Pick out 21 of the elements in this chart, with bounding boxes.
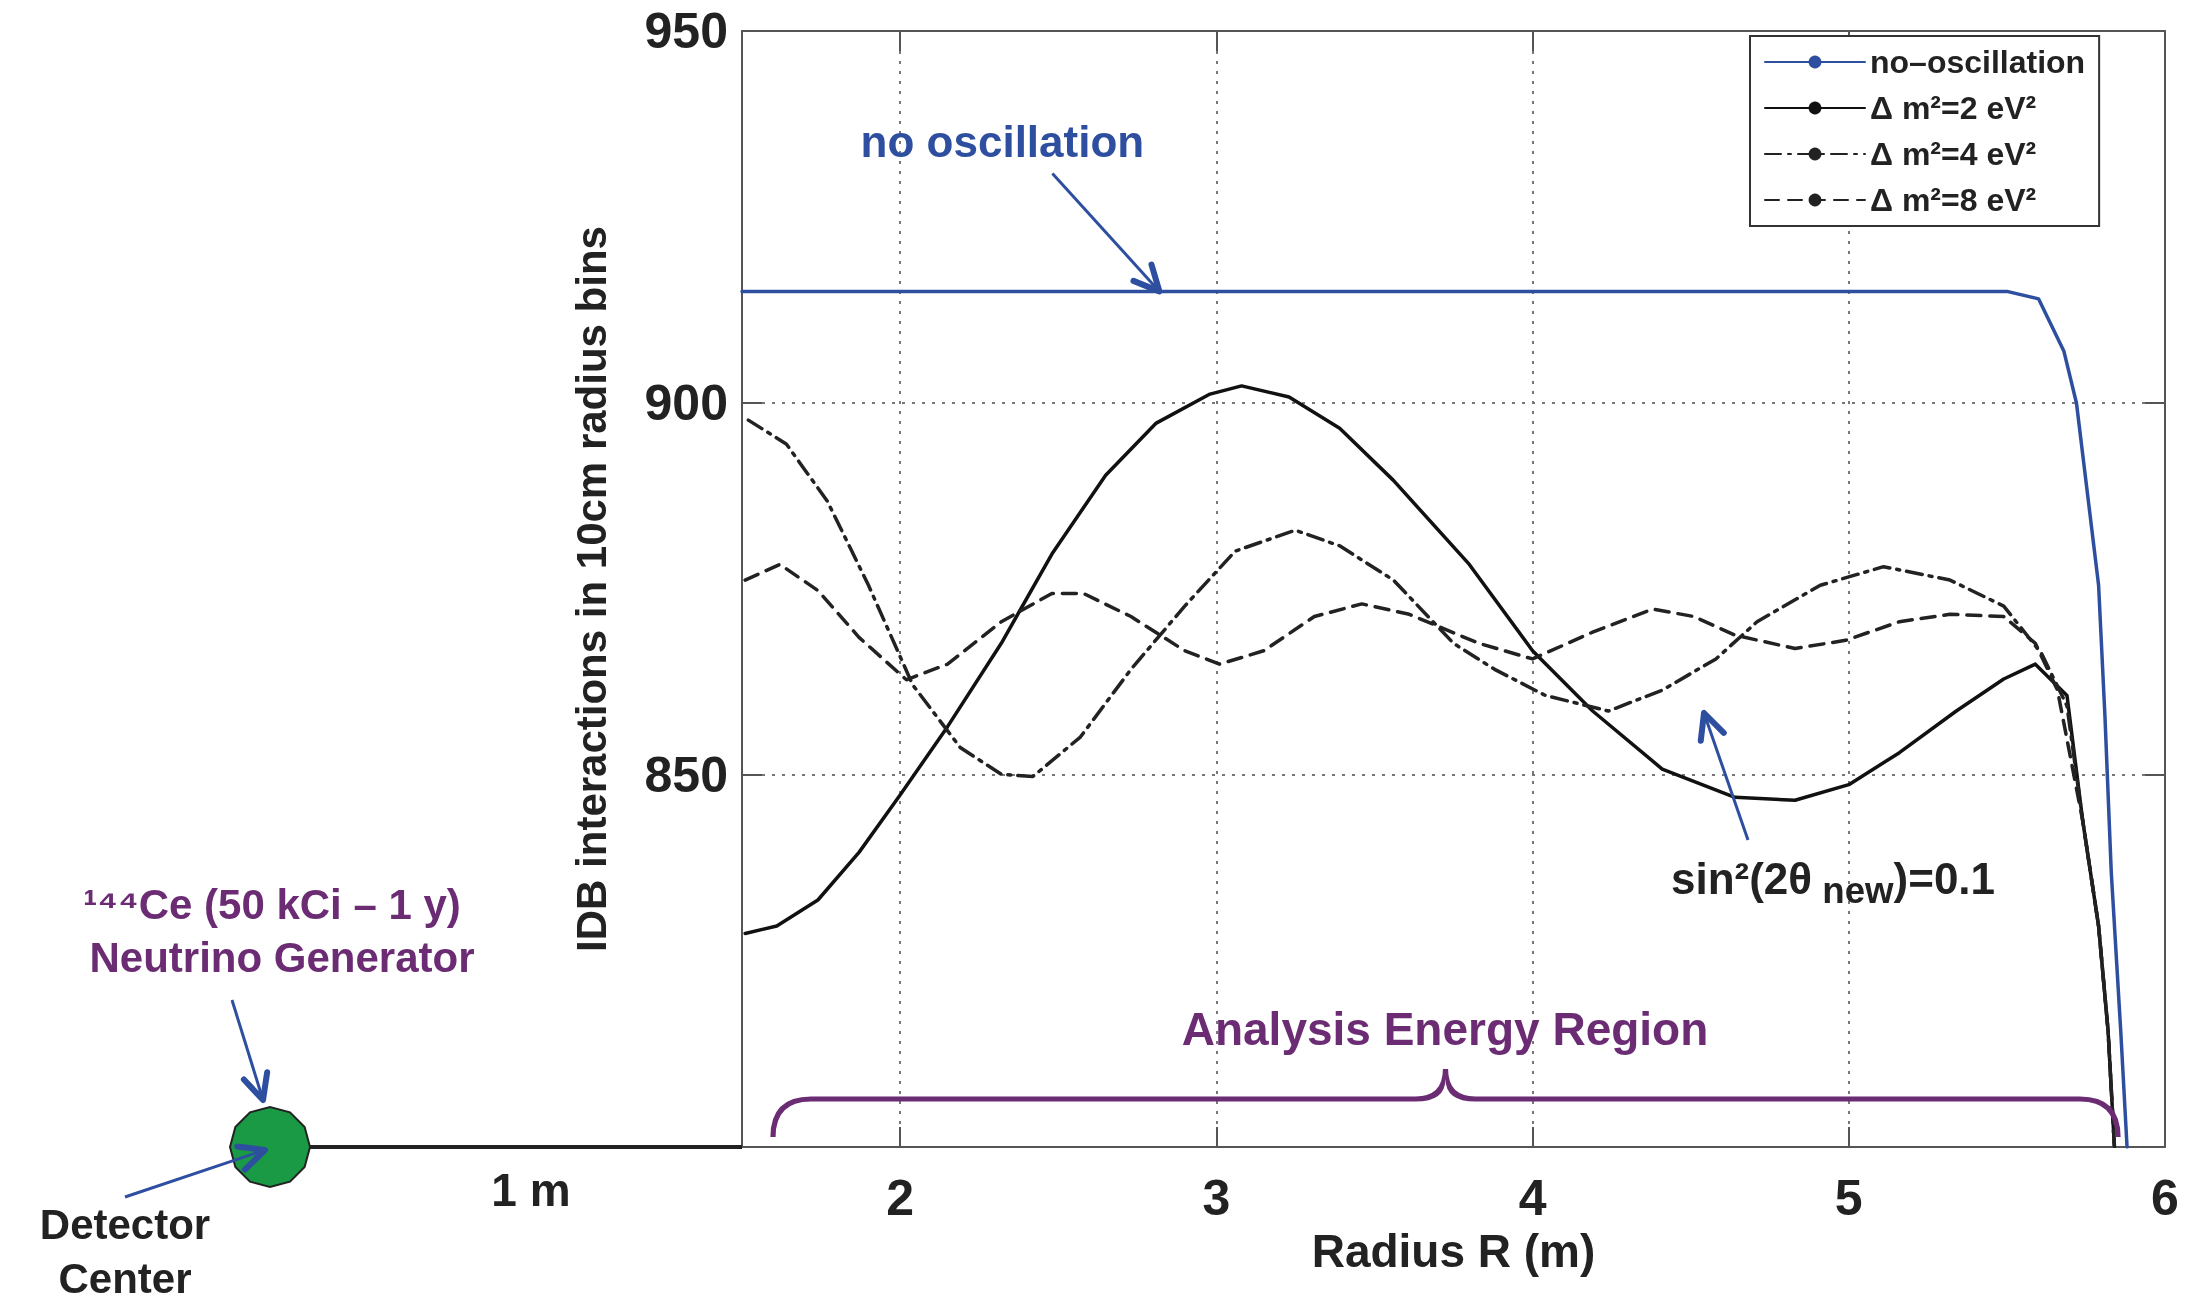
x-tick-label: 2	[886, 1170, 915, 1226]
text: 1 m	[491, 1163, 571, 1217]
legend-label: no–oscillation	[1870, 44, 2086, 80]
legend-label: Δ m²=4 eV²	[1870, 136, 2037, 172]
legend-label: Δ m²=2 eV²	[1870, 90, 2037, 126]
text: ¹⁴⁴Ce (50 kCi – 1 y)	[83, 881, 461, 929]
y-axis-title: IDB interactions in 10cm radius bins	[567, 226, 615, 952]
x-tick-label: 5	[1834, 1170, 1863, 1226]
x-tick-label: 6	[2151, 1170, 2179, 1226]
annotation: no oscillation	[860, 117, 1145, 168]
text: Detector Center	[38, 1200, 212, 1303]
x-axis-title: Radius R (m)	[1311, 1224, 1596, 1277]
text: Neutrino Generator	[89, 934, 475, 982]
y-tick-label: 850	[644, 747, 728, 803]
x-tick-label: 3	[1202, 1170, 1231, 1226]
y-tick-label: 950	[644, 3, 728, 59]
annotation: sin²(2θ $_{new}$)=0.1	[1670, 853, 1996, 913]
x-tick-label: 4	[1518, 1170, 1547, 1226]
annotation: Analysis Energy Region	[1181, 1002, 1709, 1056]
y-tick-label: 900	[644, 375, 728, 431]
legend-label: Δ m²=8 eV²	[1870, 182, 2037, 218]
